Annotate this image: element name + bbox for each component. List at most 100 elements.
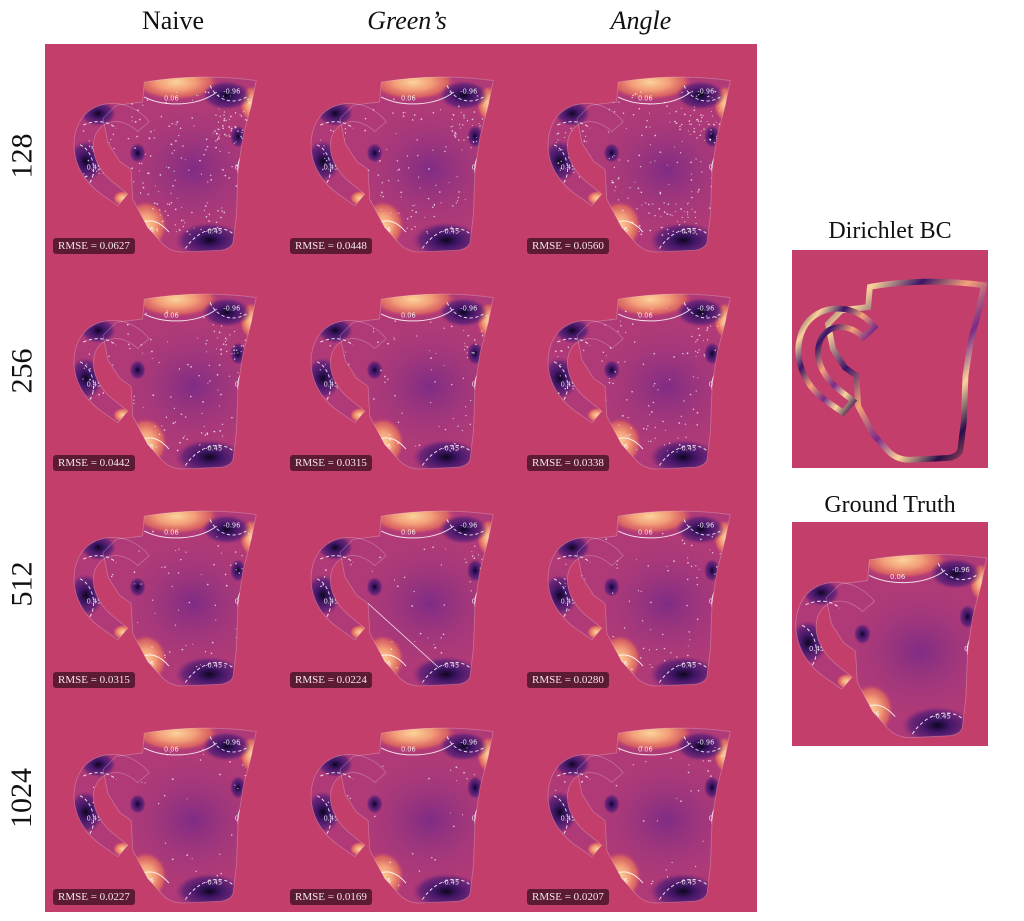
noise-dot <box>583 157 585 160</box>
noise-dot <box>471 551 473 553</box>
warm-region <box>112 624 133 640</box>
noise-dot <box>229 334 231 336</box>
noise-dot <box>649 414 651 416</box>
noise-dot <box>236 349 238 352</box>
noise-dot <box>220 872 222 875</box>
noise-dot <box>215 619 217 621</box>
noise-dot <box>612 635 614 638</box>
noise-dot <box>229 760 231 763</box>
noise-dot <box>647 565 649 567</box>
noise-dot <box>217 389 219 391</box>
contour-label: 0.96 <box>709 814 724 822</box>
noise-dot <box>167 214 169 217</box>
noise-dot <box>666 565 668 568</box>
noise-dot <box>716 566 718 568</box>
noise-dot <box>678 443 681 446</box>
noise-dot <box>93 146 95 148</box>
noise-dot <box>688 764 690 766</box>
noise-dot <box>142 104 144 106</box>
contour-line <box>658 661 710 683</box>
noise-dot <box>693 130 695 133</box>
noise-dot <box>650 629 652 631</box>
noise-dot <box>215 140 217 142</box>
noise-dot <box>611 592 614 594</box>
noise-dot <box>218 137 220 140</box>
noise-dot <box>646 119 648 122</box>
noise-dot <box>569 370 571 372</box>
cool-region <box>703 776 721 800</box>
noise-dot <box>631 96 633 99</box>
cool-region <box>74 573 104 617</box>
noise-dot <box>248 102 251 104</box>
noise-dot <box>235 127 237 129</box>
noise-dot <box>627 197 629 199</box>
noise-dot <box>647 440 649 442</box>
contour-line <box>381 742 454 756</box>
noise-dot <box>609 347 612 349</box>
noise-dot <box>364 129 367 132</box>
noise-dot <box>205 138 208 141</box>
noise-dot <box>102 596 104 598</box>
noise-dot <box>711 552 714 554</box>
noise-dot <box>244 119 247 121</box>
noise-dot <box>233 142 236 144</box>
noise-dot <box>648 649 651 651</box>
noise-dot <box>185 645 187 647</box>
noise-dot <box>666 164 668 166</box>
noise-dot <box>372 109 375 111</box>
contour-label: 0.06 <box>890 573 905 581</box>
noise-dot <box>559 169 561 171</box>
noise-dot <box>231 353 233 355</box>
noise-dot <box>226 350 228 353</box>
noise-dot <box>631 221 633 223</box>
contour-line <box>320 121 354 129</box>
noise-dot <box>204 91 207 93</box>
noise-dot <box>216 536 218 538</box>
noise-dot <box>245 849 247 851</box>
noise-dot <box>654 160 656 162</box>
noise-dot <box>240 351 242 353</box>
noise-dot <box>433 203 436 206</box>
noise-dot <box>180 413 183 415</box>
noise-dot <box>387 229 390 231</box>
noise-dot <box>466 747 468 749</box>
rmse-badge: RMSE = 0.0280 <box>527 672 609 688</box>
noise-dot <box>101 360 104 363</box>
noise-dot <box>208 364 211 367</box>
noise-dot <box>142 186 145 189</box>
noise-dot <box>101 353 103 355</box>
noise-dot <box>662 226 664 228</box>
noise-dot <box>666 876 669 878</box>
noise-dot <box>186 438 188 441</box>
noise-dot <box>722 421 725 424</box>
noise-dot <box>640 233 643 236</box>
contour-line <box>316 144 331 183</box>
noise-dot <box>434 859 436 861</box>
noise-dot <box>696 351 699 354</box>
noise-dot <box>581 780 584 783</box>
noise-dot <box>629 434 631 436</box>
noise-dot <box>217 545 220 547</box>
noise-dot <box>211 641 214 644</box>
noise-dot <box>669 214 671 216</box>
noise-dot <box>226 339 228 341</box>
noise-dot <box>461 149 463 151</box>
noise-dot <box>154 612 156 614</box>
noise-dot <box>218 331 221 334</box>
noise-dot <box>172 422 175 425</box>
noise-dot <box>701 117 703 119</box>
contour-line <box>79 361 94 400</box>
noise-dot <box>710 760 712 762</box>
noise-dot <box>641 204 643 206</box>
noise-dot <box>687 771 690 774</box>
noise-dot <box>661 234 664 236</box>
noise-dot <box>323 153 325 155</box>
noise-dot <box>704 139 706 141</box>
noise-dot <box>476 95 479 97</box>
noise-dot <box>171 122 173 125</box>
noise-dot <box>235 569 237 571</box>
noise-dot <box>235 185 238 187</box>
contour-line <box>83 772 117 780</box>
noise-dot <box>687 214 689 216</box>
noise-dot <box>384 381 386 384</box>
